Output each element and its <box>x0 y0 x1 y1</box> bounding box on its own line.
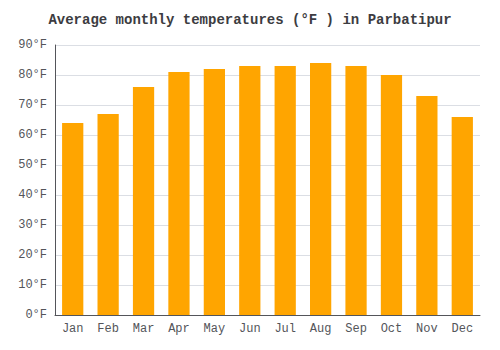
svg-text:Jan: Jan <box>62 322 84 336</box>
svg-text:Oct: Oct <box>381 322 403 336</box>
svg-text:50°F: 50°F <box>18 158 47 172</box>
svg-text:70°F: 70°F <box>18 98 47 112</box>
svg-text:20°F: 20°F <box>18 248 47 262</box>
svg-text:Feb: Feb <box>97 322 119 336</box>
svg-text:Jun: Jun <box>239 322 261 336</box>
svg-text:Apr: Apr <box>168 322 190 336</box>
svg-text:Aug: Aug <box>310 322 332 336</box>
svg-text:Average monthly temperatures (: Average monthly temperatures (°F ) in Pa… <box>48 12 451 28</box>
svg-text:Dec: Dec <box>451 322 473 336</box>
svg-text:0°F: 0°F <box>25 308 47 322</box>
svg-text:Nov: Nov <box>416 322 438 336</box>
svg-text:60°F: 60°F <box>18 128 47 142</box>
svg-text:90°F: 90°F <box>18 38 47 52</box>
svg-text:10°F: 10°F <box>18 278 47 292</box>
svg-text:40°F: 40°F <box>18 188 47 202</box>
svg-text:May: May <box>204 322 226 336</box>
svg-text:Mar: Mar <box>133 322 155 336</box>
svg-text:Sep: Sep <box>345 322 367 336</box>
svg-text:Jul: Jul <box>274 322 296 336</box>
svg-text:80°F: 80°F <box>18 68 47 82</box>
svg-text:30°F: 30°F <box>18 218 47 232</box>
